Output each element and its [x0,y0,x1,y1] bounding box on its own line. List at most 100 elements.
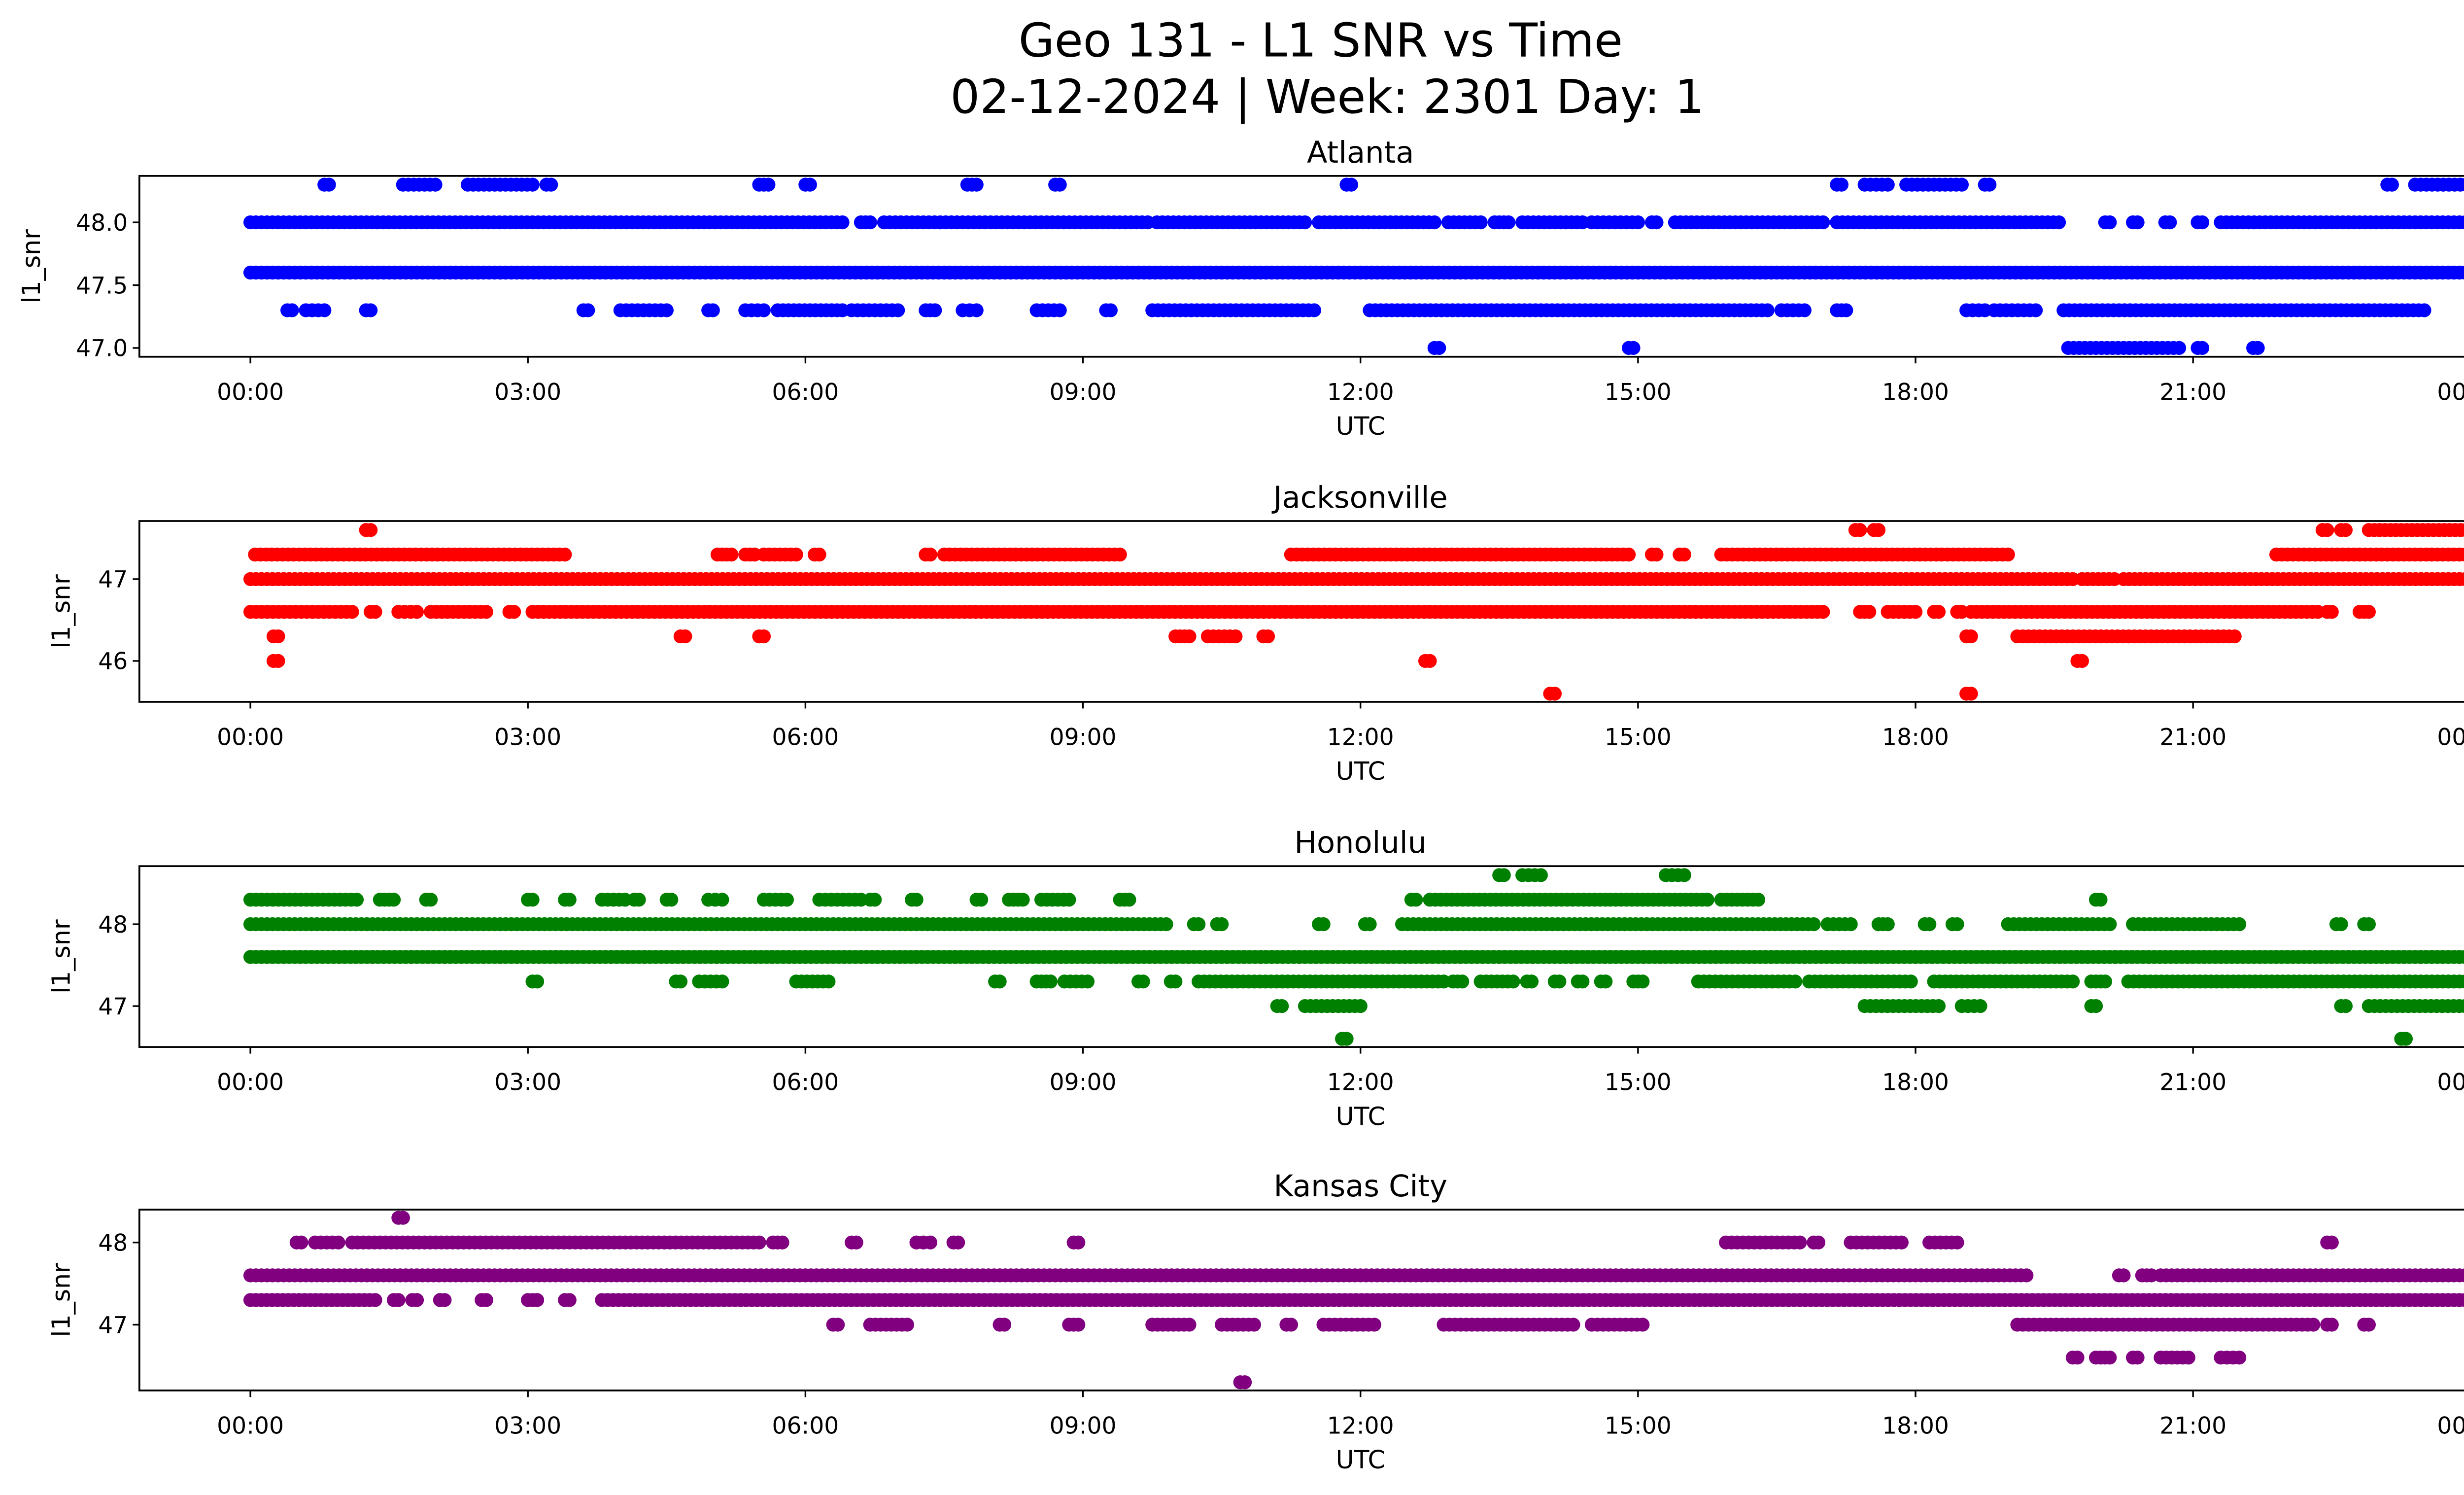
y-tick-label: 48 [98,911,128,939]
data-point [756,629,771,644]
data-point [678,629,692,644]
data-point [2459,178,2464,192]
x-tick-label: 21:00 [2159,1412,2226,1439]
y-tick-label: 48.0 [76,209,128,237]
x-tick-label: 06:00 [772,1412,839,1439]
data-point [1363,917,1377,932]
subplot-title: Kansas City [1273,1169,1447,1204]
y-axis-label: l1_snr [46,919,75,994]
data-point [2163,215,2177,230]
data-point [863,215,877,230]
data-point [812,547,826,562]
data-point [664,893,679,907]
data-point [1427,215,1442,230]
data-point [835,215,850,230]
x-tick-label: 21:00 [2159,379,2226,406]
data-point [2325,1318,2339,1332]
data-point [562,893,577,907]
data-point [1122,893,1136,907]
x-tick-label: 06:00 [772,379,839,406]
y-tick-label: 48 [98,1230,128,1257]
data-point [1844,917,1858,932]
data-point [923,1235,937,1250]
data-point [2232,1351,2247,1365]
data-point [562,1293,577,1307]
data-point [1649,215,1664,230]
x-tick-label: 09:00 [1050,1069,1117,1096]
data-point [525,177,540,192]
data-point [1506,974,1520,989]
data-point [2130,1351,2145,1365]
x-tick-label: 18:00 [1882,379,1949,406]
data-point [1043,974,1058,989]
data-point [1307,303,1321,317]
data-point [2028,303,2043,317]
data-point [2093,893,2108,907]
data-point [2458,974,2464,989]
data-point [2098,974,2112,989]
subplot-title: Honolulu [1294,826,1427,860]
data-point [1261,629,1275,644]
data-point [368,1293,382,1307]
data-point [1677,547,1691,562]
data-point [1950,917,1964,932]
x-tick-label: 12:00 [1327,1412,1394,1439]
data-point [928,303,942,317]
data-point [1964,687,1978,701]
x-tick-label: 00:00 [217,379,284,406]
data-point [761,177,776,192]
data-point [558,547,572,562]
data-point [1159,917,1173,932]
subplot-jacksonville: Jacksonville 46 47 l1_snr 00:00 03:00 06:00 09:… [46,481,2464,786]
data-point [900,1318,915,1332]
data-point [992,974,1007,989]
data-point [775,1235,789,1250]
data-point [2361,1318,2376,1332]
x-tick-label: 03:00 [494,1069,561,1096]
data-point [830,1318,845,1332]
data-point [1113,547,1127,562]
data-point [2458,999,2464,1013]
data-point [2070,1351,2085,1365]
data-point [391,1293,406,1307]
data-point [1367,1318,1381,1332]
data-point [1760,303,1775,317]
data-point [271,629,285,644]
data-point [530,1293,545,1307]
data-point [1547,687,1562,701]
data-point [2065,974,2080,989]
data-point [868,893,882,907]
data-point [2103,1351,2117,1365]
data-point [909,893,924,907]
scatter-series [243,523,2464,701]
data-point [1192,917,1206,932]
data-point [1636,974,1650,989]
y-tick-label: 47.5 [76,272,128,299]
data-point [1275,999,1289,1013]
data-point [1229,629,1243,644]
data-point [2325,1235,2339,1250]
data-point [1182,1318,1197,1332]
data-point [2117,1268,2131,1283]
data-point [2398,1032,2413,1046]
data-point [1834,177,1848,192]
data-point [1904,974,1918,989]
y-tick-label: 46 [98,648,128,675]
data-point [2019,1268,2034,1283]
data-point [345,605,359,619]
data-point [1793,1235,1807,1250]
data-point [1168,974,1183,989]
data-point [1816,215,1830,230]
data-point [349,893,364,907]
data-point [1636,1318,1650,1332]
data-point [632,893,646,907]
data-point [479,1293,493,1307]
x-tick-label: 15:00 [1605,379,1672,406]
data-point [410,605,424,619]
data-point [974,893,989,907]
data-point [789,547,803,562]
data-point [2338,523,2353,537]
x-tick-label: 21:00 [2159,724,2226,751]
data-point [803,177,817,192]
